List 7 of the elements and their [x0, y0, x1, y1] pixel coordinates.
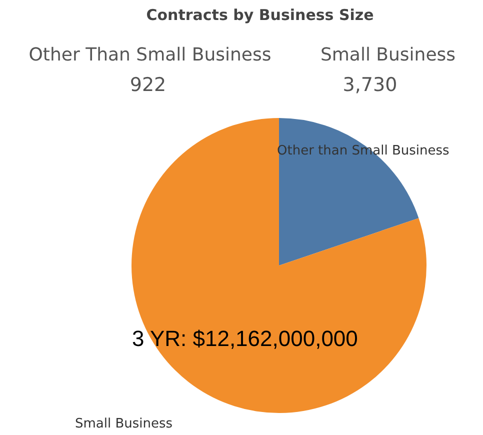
slice-label: Small Business — [75, 416, 173, 432]
text: Other Than Small Business — [28, 44, 272, 66]
text: 3,730 — [342, 74, 398, 96]
text: 922 — [130, 74, 166, 96]
text: 3 YR: $12,162,000,000 — [132, 326, 358, 352]
chart-title: Contracts by Business Size — [146, 6, 374, 24]
text: Small Business — [320, 44, 456, 66]
